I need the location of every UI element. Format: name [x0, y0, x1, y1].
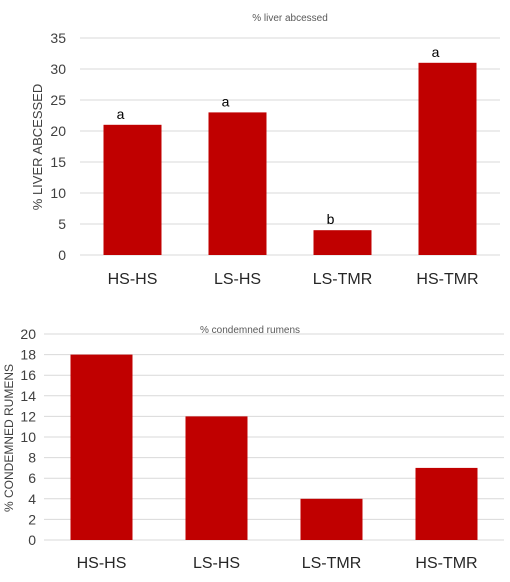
- chart2-y-tick-label: 20: [20, 326, 36, 342]
- chart2-y-axis-label: % CONDEMNED RUMENS: [2, 364, 16, 512]
- chart2-y-tick-label: 2: [28, 511, 36, 527]
- chart1-y-tick-label: 25: [50, 92, 66, 108]
- chart2-y-tick-label: 4: [28, 491, 36, 507]
- chart1-bar-ls-hs: [208, 112, 267, 256]
- chart2-y-tick-label: 16: [20, 367, 36, 383]
- chart1-bar-hs-tmr: [418, 62, 477, 255]
- chart1-bars: [103, 62, 477, 256]
- chart2-bar-hs-tmr: [415, 467, 478, 540]
- chart2-y-tick-label: 14: [20, 388, 36, 404]
- chart2-y-ticks: 0 2 4 6 8 10 12 14 16 18 20: [20, 326, 36, 548]
- chart1-data-label: a: [432, 44, 440, 60]
- chart1-y-tick-label: 20: [50, 123, 66, 139]
- chart2-y-tick-label: 12: [20, 408, 36, 424]
- chart2-y-tick-label: 6: [28, 470, 36, 486]
- chart2-bar-hs-hs: [70, 354, 133, 540]
- chart1-y-ticks: 0 5 10 15 20 25 30 35: [50, 30, 66, 263]
- chart2-bar-ls-hs: [185, 416, 248, 540]
- chart2-x-tick-label: HS-TMR: [415, 555, 477, 572]
- chart2-y-tick-label: 18: [20, 347, 36, 363]
- chart1-y-tick-label: 30: [50, 61, 66, 77]
- chart2-x-tick-label: LS-TMR: [302, 555, 362, 572]
- chart1-x-tick-label: LS-HS: [214, 271, 261, 288]
- chart1-title: % liver abcessed: [252, 13, 328, 24]
- chart2-x-tick-label: LS-HS: [193, 555, 240, 572]
- chart1-x-ticks: HS-HS LS-HS LS-TMR HS-TMR: [108, 271, 479, 288]
- chart1-x-tick-label: HS-HS: [108, 271, 158, 288]
- chart1-data-label: a: [222, 93, 230, 109]
- chart1-y-tick-label: 0: [58, 247, 66, 263]
- chart1-y-tick-label: 10: [50, 185, 66, 201]
- chart1-x-tick-label: LS-TMR: [313, 271, 373, 288]
- chart1-data-label: b: [327, 211, 335, 227]
- chart1-y-tick-label: 5: [58, 216, 66, 232]
- chart1-y-tick-label: 15: [50, 154, 66, 170]
- chart2-y-tick-label: 0: [28, 532, 36, 548]
- chart2-x-ticks: HS-HS LS-HS LS-TMR HS-TMR: [77, 555, 478, 572]
- chart2-x-tick-label: HS-HS: [77, 555, 127, 572]
- chart2-bars: [70, 354, 478, 540]
- chart2-title: % condemned rumens: [200, 325, 300, 336]
- chart1-y-tick-label: 35: [50, 30, 66, 46]
- chart2-bar-ls-tmr: [300, 498, 363, 540]
- chart1-y-axis-label: % LIVER ABCESSED: [30, 84, 45, 210]
- chart-liver-abscessed: % liver abcessed % LIVER ABCESSED 0 5 10 15…: [30, 13, 500, 288]
- chart1-x-tick-label: HS-TMR: [416, 271, 478, 288]
- chart1-data-label: a: [117, 106, 125, 122]
- chart2-y-tick-label: 8: [28, 450, 36, 466]
- chart2-y-tick-label: 10: [20, 429, 36, 445]
- chart1-data-labels: a a b a: [117, 44, 440, 227]
- chart-condemned-rumens: % condemned rumens % CONDEMNED RUMENS 0 2…: [2, 325, 504, 572]
- chart1-bar-hs-hs: [103, 124, 162, 255]
- chart1-bar-ls-tmr: [313, 230, 372, 255]
